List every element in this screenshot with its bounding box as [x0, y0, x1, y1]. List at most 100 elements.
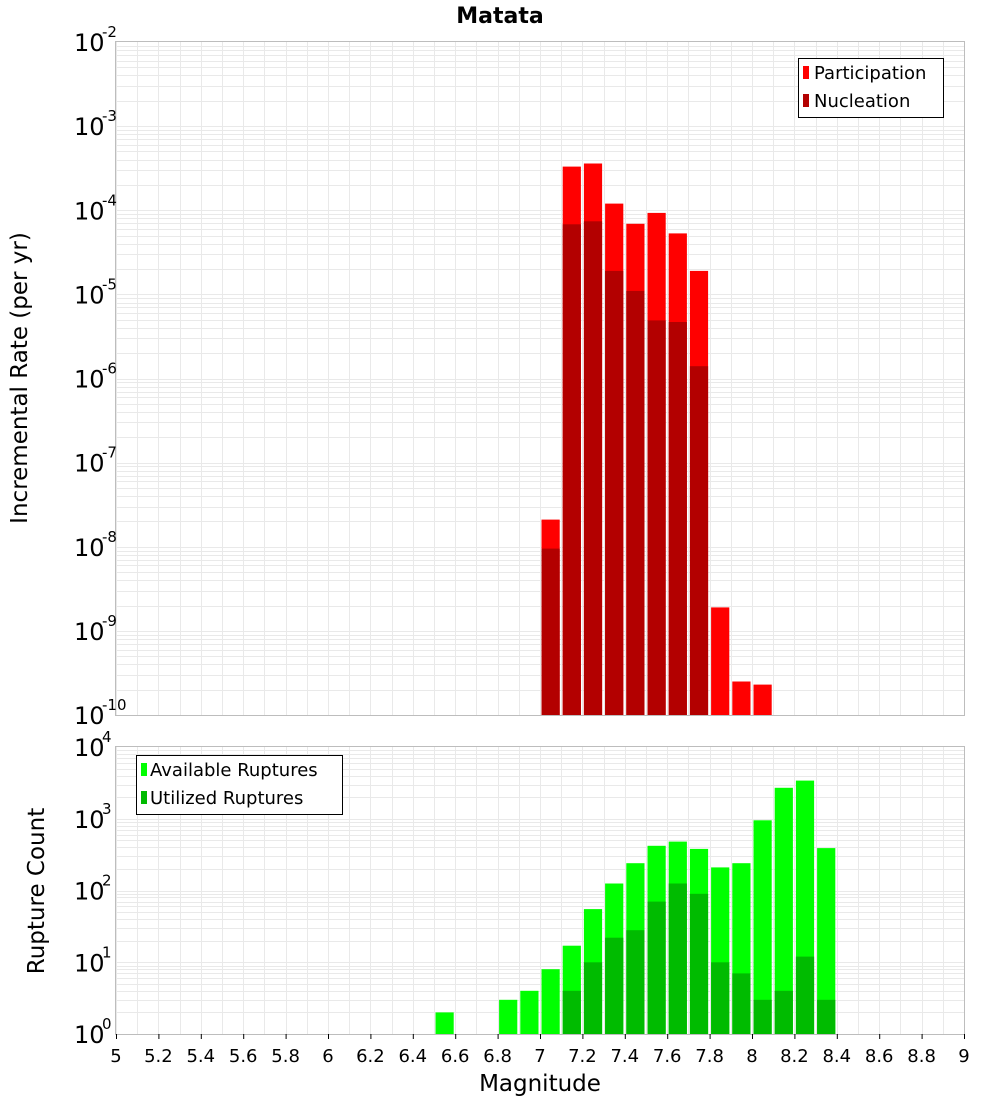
count-bar-available-ruptures: [774, 787, 793, 1034]
count-legend: Available Ruptures Utilized Ruptures: [136, 755, 343, 815]
x-tick-label: 7.2: [568, 1046, 597, 1067]
count-bar-utilized-ruptures: [689, 893, 709, 1034]
rate-legend: Participation Nucleation: [798, 58, 944, 118]
rate-y-tick-exponent: -10: [102, 696, 127, 714]
count-legend-box: [136, 755, 343, 815]
x-tick-label: 7: [534, 1046, 545, 1067]
x-tick-label: 5.4: [186, 1046, 215, 1067]
rate-bar-nucleation: [689, 366, 709, 715]
count-y-tick-exponent: 3: [102, 800, 112, 818]
rate-y-tick-label: 10: [74, 281, 105, 309]
count-y-tick-label: 10: [74, 806, 105, 834]
legend-swatch-utilized: [141, 791, 147, 804]
count-bar-utilized-ruptures: [668, 883, 687, 1034]
x-tick-label: 9: [958, 1046, 969, 1067]
count-bar-utilized-ruptures: [753, 999, 772, 1034]
count-bar-available-ruptures: [435, 1012, 454, 1034]
legend-label-available: Available Ruptures: [150, 760, 318, 781]
count-bar-utilized-ruptures: [774, 990, 793, 1034]
count-bar-utilized-ruptures: [562, 990, 581, 1034]
rate-y-tick-exponent: -9: [102, 612, 117, 630]
legend-swatch-nucleation: [803, 94, 809, 107]
rate-legend-box: [798, 58, 944, 118]
rate-y-axis-label: Incremental Rate (per yr): [7, 232, 33, 524]
rate-y-tick-exponent: -4: [102, 191, 117, 209]
x-tick-label: 8.8: [907, 1046, 936, 1067]
rate-bar-nucleation: [668, 322, 687, 715]
rate-y-tick-exponent: -2: [102, 23, 117, 41]
rate-y-tick-label: 10: [74, 197, 105, 225]
rate-grid: [116, 42, 965, 716]
x-tick-label: 6: [322, 1046, 333, 1067]
rate-bar-nucleation: [583, 221, 603, 716]
legend-label-nucleation: Nucleation: [814, 91, 910, 112]
rate-y-tick-exponent: -7: [102, 444, 117, 462]
x-tick-label: 7.4: [610, 1046, 639, 1067]
rate-y-tick-exponent: -5: [102, 275, 117, 293]
rate-y-tick-exponent: -6: [102, 360, 117, 378]
rate-plot-frame: [115, 41, 965, 716]
count-y-tick-label: 10: [74, 878, 105, 906]
legend-swatch-participation: [803, 66, 809, 79]
count-y-tick-label: 10: [74, 949, 105, 977]
count-bar-utilized-ruptures: [817, 999, 836, 1034]
count-y-tick-exponent: 0: [102, 1015, 112, 1033]
rate-y-tick-exponent: -3: [102, 107, 117, 125]
x-tick-label: 5.6: [229, 1046, 258, 1067]
count-bar-utilized-ruptures: [583, 962, 603, 1035]
count-bar-utilized-ruptures: [795, 956, 815, 1034]
x-tick-label: 7.8: [695, 1046, 724, 1067]
chart-title: Matata: [456, 4, 543, 29]
rate-y-tick-label: 10: [74, 366, 105, 394]
count-y-tick-exponent: 4: [102, 728, 112, 746]
x-tick-label: 5.8: [271, 1046, 300, 1067]
x-tick-label: 6.8: [483, 1046, 512, 1067]
count-y-tick-exponent: 2: [102, 872, 112, 890]
legend-label-utilized: Utilized Ruptures: [150, 788, 303, 809]
count-y-tick-label: 10: [74, 1021, 105, 1049]
x-tick-label: 6.6: [441, 1046, 470, 1067]
magnitude-x-ticks: 5 5.2 5.4 5.6 5.8 6 6.2 6.4 6.6 6.8 7 7.2 7.4 7.6 7.8 8…: [110, 1034, 970, 1067]
rate-y-tick-label: 10: [74, 450, 105, 478]
count-bars: [435, 780, 836, 1035]
legend-label-participation: Participation: [814, 63, 926, 84]
count-bar-available-ruptures: [817, 848, 836, 1034]
rate-bar-nucleation: [562, 224, 581, 716]
rate-bar-nucleation: [541, 548, 560, 715]
rate-bar-participation: [732, 681, 751, 715]
x-tick-label: 7.6: [653, 1046, 682, 1067]
x-tick-label: 8.2: [780, 1046, 809, 1067]
rate-y-tick-label: 10: [74, 29, 105, 57]
x-axis-label: Magnitude: [479, 1071, 601, 1097]
x-tick-label: 6.2: [356, 1046, 385, 1067]
x-tick-label: 8.6: [865, 1046, 894, 1067]
rate-bar-participation: [753, 684, 772, 715]
count-bar-utilized-ruptures: [647, 901, 666, 1034]
count-bar-utilized-ruptures: [711, 962, 730, 1035]
x-tick-label: 8: [746, 1046, 757, 1067]
rate-bar-nucleation: [605, 270, 624, 715]
rate-y-tick-label: 10: [74, 534, 105, 562]
legend-swatch-available: [141, 763, 147, 776]
rate-y-tick-label: 10: [74, 113, 105, 141]
count-y-tick-label: 10: [74, 734, 105, 762]
x-tick-label: 5.2: [144, 1046, 173, 1067]
count-y-tick-exponent: 1: [102, 943, 112, 961]
count-bar-utilized-ruptures: [626, 930, 645, 1034]
count-bar-available-ruptures: [520, 990, 539, 1034]
rate-y-tick-label: 10: [74, 618, 105, 646]
rate-bars: [541, 163, 772, 716]
x-tick-label: 5: [110, 1046, 121, 1067]
count-bar-available-ruptures: [499, 999, 518, 1034]
rate-bar-nucleation: [626, 290, 645, 715]
x-tick-label: 8.4: [822, 1046, 851, 1067]
rate-y-tick-label: 10: [74, 702, 105, 730]
rate-bar-nucleation: [647, 320, 666, 715]
x-tick-label: 6.4: [398, 1046, 427, 1067]
rate-y-tick-exponent: -8: [102, 528, 117, 546]
